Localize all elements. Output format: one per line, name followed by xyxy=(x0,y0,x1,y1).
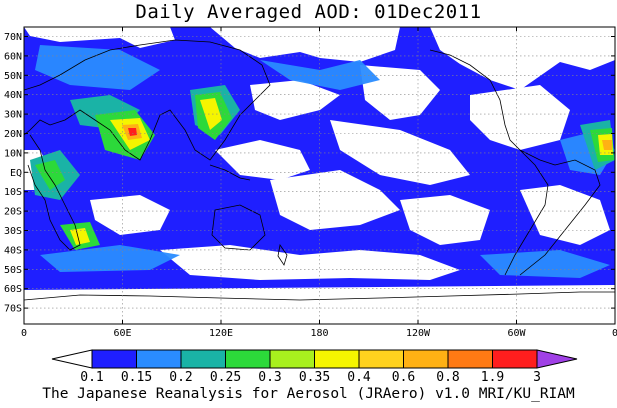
colorbar-label: 0.4 xyxy=(347,370,371,385)
caption: The Japanese Reanalysis for Aerosol (JRA… xyxy=(42,386,575,402)
aod-field xyxy=(24,27,615,324)
latitude-label: 60N xyxy=(4,51,22,62)
colorbar-swatch xyxy=(447,349,493,369)
latitude-label: 10N xyxy=(4,148,22,159)
longitude-axis: 0 60E 120E 180 120W 60W 0 xyxy=(21,27,617,339)
colorbar-swatch xyxy=(314,349,360,369)
latitude-label: 30S xyxy=(4,226,22,237)
latitude-label: 30N xyxy=(4,110,22,121)
colorbar-swatch xyxy=(269,349,315,369)
colorbar-label: 0.25 xyxy=(210,370,241,385)
latitude-label: 20S xyxy=(4,207,22,218)
latitude-label: 40S xyxy=(4,245,22,256)
latitude-label: 40N xyxy=(4,90,22,101)
latitude-label: EQ xyxy=(10,168,22,179)
colorbar-label: 0.35 xyxy=(299,370,330,385)
latitude-label: 20N xyxy=(4,129,22,140)
colorbar-high-extension xyxy=(536,349,578,369)
colorbar-label: 0.8 xyxy=(436,370,459,385)
colorbar-label: 1.9 xyxy=(481,370,504,385)
map-title: Daily Averaged AOD: 01Dec2011 xyxy=(135,1,482,23)
latitude-axis: 70N 60N 50N 40N 30N 20N 10N EQ 10S 20S 30S 40S 50S 60… xyxy=(4,32,615,315)
colorbar-swatch xyxy=(91,349,137,369)
colorbar-label: 0.3 xyxy=(258,370,281,385)
latitude-label: 50S xyxy=(4,265,22,276)
colorbar-low-extension xyxy=(51,349,93,369)
colorbar-label: 3 xyxy=(533,370,541,385)
colorbar-swatch xyxy=(225,349,271,369)
latitude-label: 60S xyxy=(4,284,22,295)
colorbar-swatch xyxy=(403,349,449,369)
latitude-label: 70S xyxy=(4,304,22,315)
longitude-label: 0 xyxy=(612,328,617,339)
latitude-label: 10S xyxy=(4,187,22,198)
graticule xyxy=(24,27,615,324)
longitude-label: 60E xyxy=(113,328,131,339)
longitude-label: 0 xyxy=(21,328,27,339)
longitude-label: 120W xyxy=(406,328,431,339)
colorbar-swatch xyxy=(136,349,182,369)
colorbar-label: 0.1 xyxy=(80,370,103,385)
latitude-label: 70N xyxy=(4,32,22,43)
colorbar-swatch xyxy=(180,349,226,369)
colorbar-label: 0.6 xyxy=(392,370,415,385)
longitude-label: 60W xyxy=(507,328,526,339)
longitude-label: 180 xyxy=(310,328,328,339)
colorbar: 0.1 0.15 0.2 0.25 0.3 0.35 0.4 0.6 0.8 1.9 3 xyxy=(51,349,578,385)
longitude-label: 120E xyxy=(209,328,233,339)
coastlines xyxy=(24,39,615,301)
colorbar-label: 0.15 xyxy=(121,370,152,385)
latitude-label: 50N xyxy=(4,71,22,82)
colorbar-swatch xyxy=(492,349,538,369)
colorbar-swatch xyxy=(358,349,404,369)
colorbar-label: 0.2 xyxy=(169,370,192,385)
